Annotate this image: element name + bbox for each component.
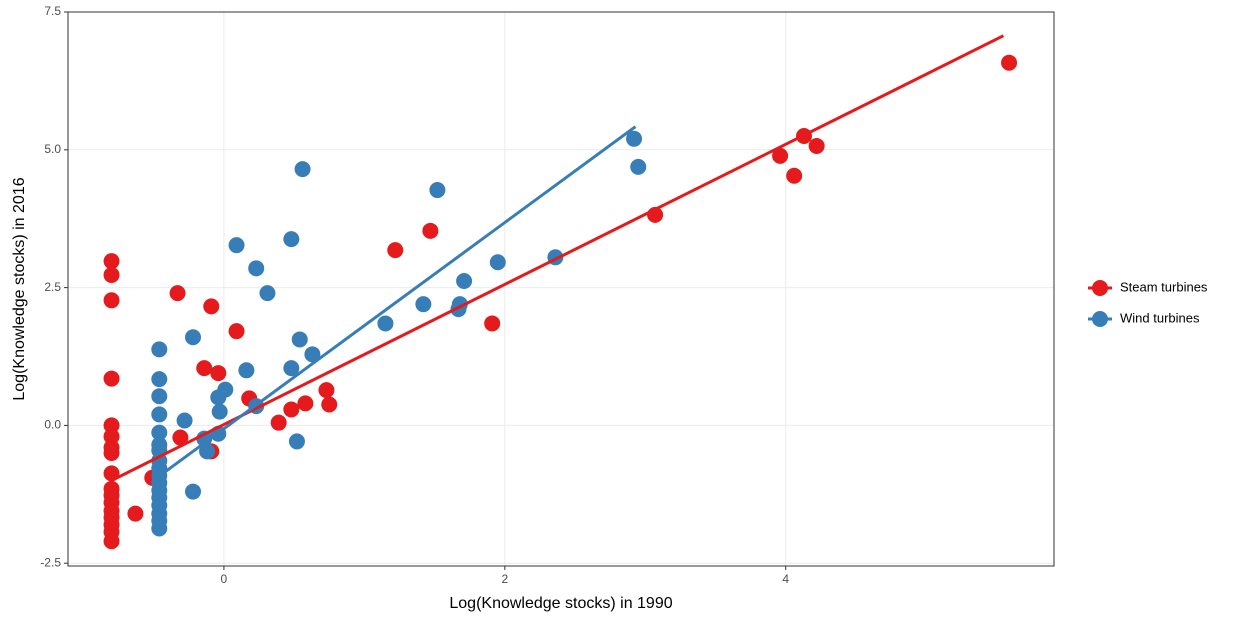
point: [210, 365, 227, 382]
point: [626, 130, 643, 147]
y-tick-label: 7.5: [44, 4, 61, 18]
point: [248, 260, 265, 277]
point: [103, 428, 120, 445]
point: [103, 292, 120, 309]
point: [377, 315, 394, 332]
point: [387, 242, 404, 259]
point: [185, 329, 202, 346]
point: [291, 331, 308, 348]
point: [808, 137, 825, 154]
x-tick-label: 2: [501, 572, 508, 586]
point: [103, 370, 120, 387]
point: [185, 483, 202, 500]
point: [151, 406, 168, 423]
point: [786, 167, 803, 184]
point: [238, 362, 255, 379]
fit-line: [159, 125, 637, 477]
point: [294, 161, 311, 178]
point: [196, 360, 213, 377]
point: [283, 231, 300, 248]
point: [1001, 54, 1018, 71]
legend-label: Steam turbines: [1120, 279, 1208, 294]
point: [151, 424, 168, 441]
fit-line: [110, 34, 1005, 482]
point: [321, 396, 338, 413]
point: [103, 253, 120, 270]
point: [630, 158, 647, 175]
x-axis-title: Log(Knowledge stocks) in 1990: [449, 595, 672, 612]
point: [103, 266, 120, 283]
point: [772, 147, 789, 164]
panel-border: [67, 11, 1055, 567]
point: [203, 298, 220, 315]
point: [270, 414, 287, 431]
point: [211, 403, 228, 420]
point: [456, 273, 473, 290]
legend-label: Wind turbines: [1120, 310, 1200, 325]
point: [103, 444, 120, 461]
point: [297, 395, 314, 412]
point: [199, 443, 216, 460]
point: [288, 433, 305, 450]
x-tick-label: 0: [221, 572, 228, 586]
legend-key: [1092, 311, 1108, 327]
y-tick-label: 2.5: [44, 280, 61, 294]
point: [103, 417, 120, 434]
point: [151, 341, 168, 358]
point: [422, 222, 439, 239]
point: [151, 371, 168, 388]
point: [304, 346, 321, 363]
point: [176, 412, 193, 429]
point: [228, 237, 245, 254]
point: [169, 285, 186, 302]
y-tick-label: 0.0: [44, 418, 61, 432]
point: [151, 520, 168, 537]
point: [127, 505, 144, 522]
point: [283, 360, 300, 377]
point: [228, 323, 245, 340]
point: [151, 388, 168, 405]
point: [484, 315, 501, 332]
point: [283, 401, 300, 418]
point: [103, 533, 120, 550]
point: [415, 296, 432, 313]
point: [217, 381, 234, 398]
y-tick-label: 5.0: [44, 142, 61, 156]
y-tick-label: -2.5: [40, 555, 61, 569]
point: [259, 285, 276, 302]
point: [429, 182, 446, 199]
point: [172, 429, 189, 446]
point: [318, 382, 335, 399]
y-axis-title: Log(Knowledge stocks) in 2016: [11, 177, 28, 400]
x-tick-label: 4: [782, 572, 789, 586]
point: [489, 254, 506, 271]
legend-key: [1092, 280, 1108, 296]
